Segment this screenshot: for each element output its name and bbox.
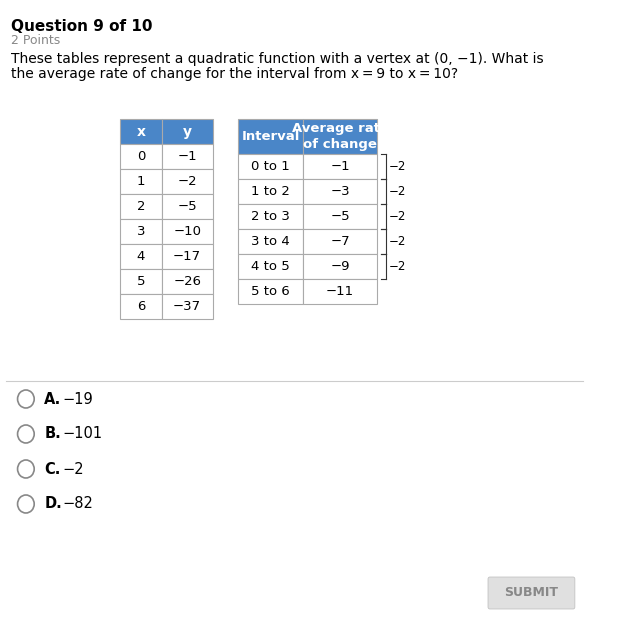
Text: 3: 3 (137, 225, 145, 238)
Bar (120, 269, 162, 294)
Text: −101: −101 (63, 426, 103, 441)
Text: 3 to 4: 3 to 4 (252, 235, 290, 248)
Text: 1 to 2: 1 to 2 (252, 185, 290, 198)
Bar (120, 194, 162, 219)
Text: 0 to 1: 0 to 1 (252, 160, 290, 173)
Text: −19: −19 (63, 391, 94, 407)
Text: 2 Points: 2 Points (11, 34, 61, 47)
Bar (303, 254, 377, 279)
Text: −5: −5 (177, 200, 197, 213)
Text: 6: 6 (137, 300, 145, 313)
Bar (162, 219, 213, 244)
Text: B.: B. (45, 426, 61, 441)
Text: −26: −26 (173, 275, 201, 288)
Bar (238, 279, 303, 304)
Text: −11: −11 (326, 285, 354, 298)
Bar (120, 244, 162, 269)
Text: −10: −10 (173, 225, 201, 238)
Text: −2: −2 (389, 260, 406, 273)
Bar (238, 179, 303, 204)
Bar (120, 119, 162, 144)
Text: −2: −2 (63, 462, 85, 477)
FancyBboxPatch shape (488, 577, 575, 609)
Text: A.: A. (45, 391, 62, 407)
Bar (303, 279, 377, 304)
Text: −82: −82 (63, 496, 94, 511)
Bar (303, 119, 377, 154)
Text: −5: −5 (331, 210, 350, 223)
Text: −7: −7 (331, 235, 350, 248)
Bar (162, 119, 213, 144)
Bar (303, 229, 377, 254)
Text: 4: 4 (137, 250, 145, 263)
Bar (238, 254, 303, 279)
Text: −17: −17 (173, 250, 201, 263)
Text: Question 9 of 10: Question 9 of 10 (11, 19, 153, 34)
Text: −1: −1 (177, 150, 197, 163)
Bar (303, 204, 377, 229)
Bar (120, 144, 162, 169)
Text: C.: C. (45, 462, 61, 477)
Bar (120, 169, 162, 194)
Text: 0: 0 (137, 150, 145, 163)
Text: −2: −2 (389, 210, 406, 223)
Text: −2: −2 (389, 185, 406, 198)
Bar (303, 179, 377, 204)
Text: −3: −3 (331, 185, 350, 198)
Text: −2: −2 (389, 160, 406, 173)
Text: Interval: Interval (241, 130, 300, 143)
Bar (162, 194, 213, 219)
Bar (303, 154, 377, 179)
Text: 2 to 3: 2 to 3 (252, 210, 290, 223)
Bar (238, 229, 303, 254)
Text: −1: −1 (331, 160, 350, 173)
Text: SUBMIT: SUBMIT (505, 586, 559, 599)
Text: 5: 5 (137, 275, 145, 288)
Text: 2: 2 (137, 200, 145, 213)
Text: −2: −2 (389, 235, 406, 248)
Text: −2: −2 (177, 175, 197, 188)
Text: the average rate of change for the interval from x = 9 to x = 10?: the average rate of change for the inter… (11, 67, 458, 81)
Text: y: y (183, 124, 192, 139)
Bar (238, 154, 303, 179)
Bar (238, 204, 303, 229)
Bar (238, 119, 303, 154)
Bar (162, 269, 213, 294)
Bar (162, 169, 213, 194)
Text: −37: −37 (173, 300, 201, 313)
Bar (162, 244, 213, 269)
Text: −9: −9 (331, 260, 350, 273)
Bar (162, 144, 213, 169)
Text: 1: 1 (137, 175, 145, 188)
Text: Average rate
of change: Average rate of change (292, 122, 389, 151)
Bar (120, 294, 162, 319)
Text: 5 to 6: 5 to 6 (252, 285, 290, 298)
Text: These tables represent a quadratic function with a vertex at (0, −1). What is: These tables represent a quadratic funct… (11, 52, 544, 66)
Bar (162, 294, 213, 319)
Text: 4 to 5: 4 to 5 (252, 260, 290, 273)
Text: x: x (136, 124, 145, 139)
Text: D.: D. (45, 496, 62, 511)
Bar (120, 219, 162, 244)
